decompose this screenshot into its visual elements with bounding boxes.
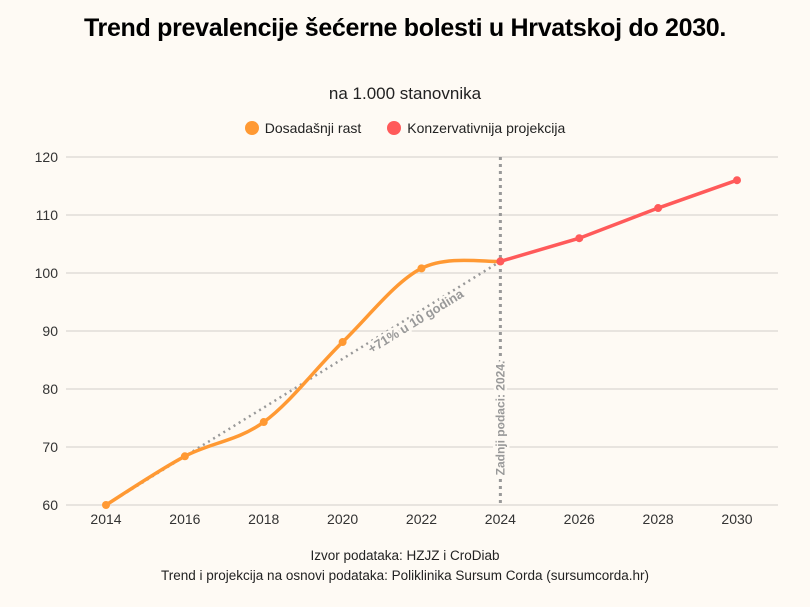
legend-label: Konzervativnija projekcija: [407, 120, 566, 136]
x-tick-label: 2030: [721, 511, 752, 527]
legend-item-dosadasnji[interactable]: Dosadašnji rast: [244, 120, 362, 136]
series-line-0: [104, 258, 503, 507]
y-tick-label: 110: [36, 207, 59, 223]
y-tick-label: 90: [42, 323, 58, 339]
y-tick-label: 80: [42, 381, 58, 397]
x-tick-label: 2016: [169, 511, 200, 527]
data-point: [417, 264, 426, 273]
legend-label: Dosadašnji rast: [264, 120, 362, 136]
data-point: [496, 257, 505, 266]
x-tick-label: 2024: [485, 511, 516, 527]
footer-source: Izvor podataka: HZJZ i CroDiab: [310, 548, 500, 563]
x-tick-label: 2026: [564, 511, 595, 527]
chart-subtitle: na 1.000 stanovnika: [328, 84, 482, 103]
x-tick-label: 2020: [327, 511, 358, 527]
data-point: [575, 234, 584, 243]
x-tick-label: 2018: [248, 511, 279, 527]
legend-item-projekcija[interactable]: Konzervativnija projekcija: [387, 120, 565, 136]
x-tick-label: 2014: [90, 511, 121, 527]
y-tick-label: 70: [42, 439, 58, 455]
data-point: [338, 338, 347, 347]
x-tick-label: 2028: [643, 511, 674, 527]
data-point: [654, 204, 663, 213]
vertical-line-label: Zadnji podaci: 2024.: [493, 361, 507, 476]
legend: Dosadašnji rast Konzervativnija projekci…: [0, 120, 810, 136]
footer-credit: Trend i projekcija na osnovi podataka: P…: [161, 568, 649, 583]
y-tick-label: 60: [42, 497, 58, 513]
trend-label: +71% u 10 godina: [365, 286, 467, 357]
series-line-1: [498, 178, 739, 264]
x-tick-label: 2022: [406, 511, 437, 527]
data-point: [733, 176, 741, 185]
data-point: [259, 418, 268, 427]
chart-title: Trend prevalencije šećerne bolesti u Hrv…: [83, 14, 727, 42]
legend-dot-orange: [244, 121, 259, 135]
data-point: [102, 501, 110, 509]
y-tick-label: 120: [35, 149, 59, 165]
legend-dot-red: [387, 121, 402, 135]
data-point: [180, 452, 189, 461]
y-tick-label: 100: [35, 265, 59, 281]
